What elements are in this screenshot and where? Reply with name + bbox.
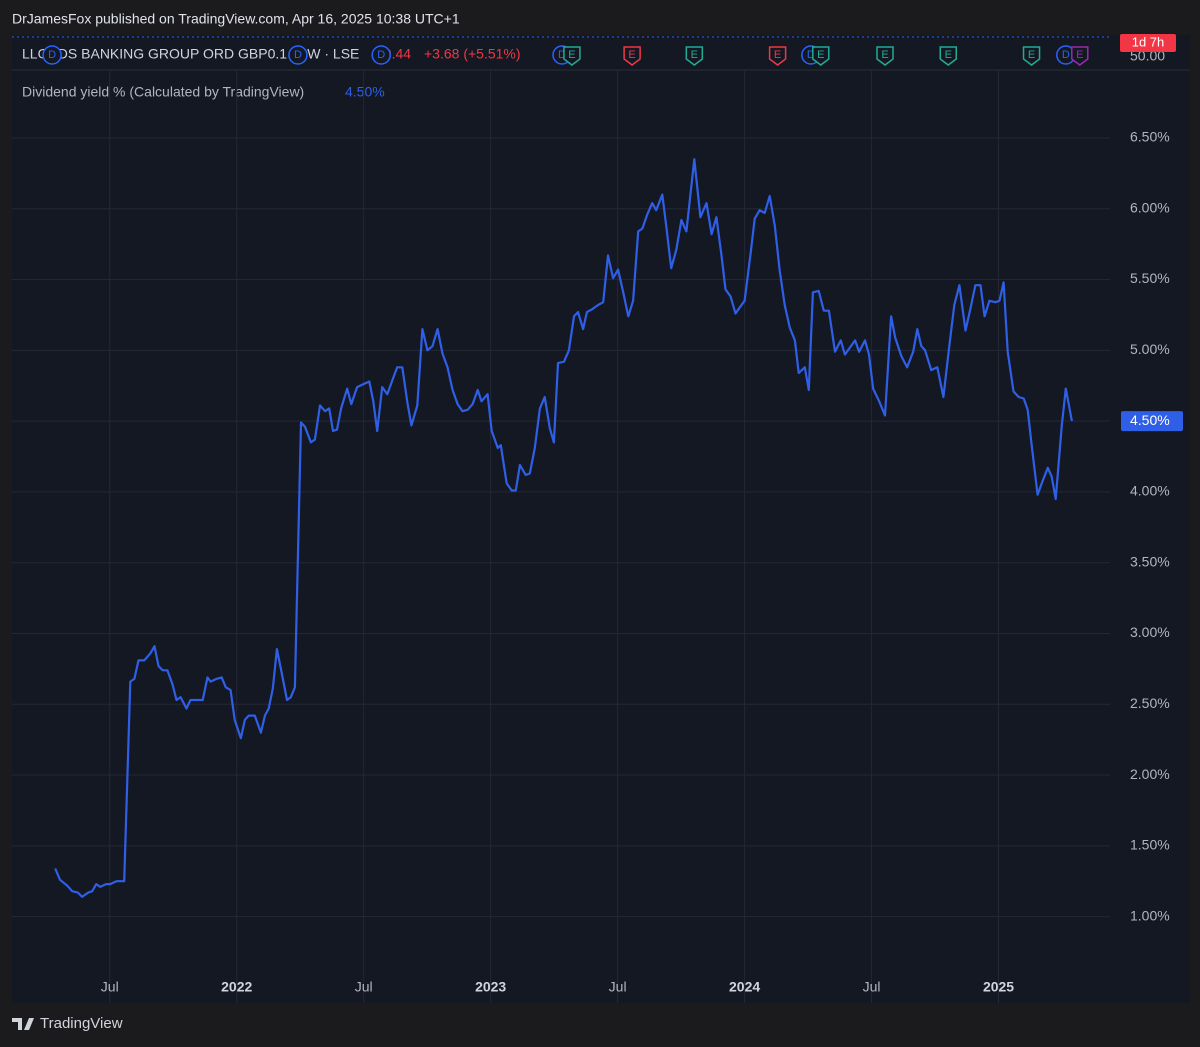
event-label: E (568, 49, 575, 61)
event-label: E (774, 49, 781, 61)
event-icon (939, 46, 957, 66)
x-tick-label: 2023 (475, 979, 506, 995)
y-tick-label: 5.00% (1130, 341, 1170, 357)
indicator-value: 4.50% (345, 84, 385, 100)
x-tick-label: Jul (863, 979, 881, 995)
series-line (54, 158, 1073, 898)
event-icon (1022, 46, 1041, 66)
chart-pane (12, 35, 1190, 1003)
event-marker: E (685, 46, 704, 66)
x-tick-label: Jul (609, 979, 627, 995)
event-label: E (1076, 49, 1083, 61)
event-label: E (817, 49, 824, 61)
grid (12, 70, 1110, 1003)
header: DrJamesFox published on TradingView.com,… (12, 11, 460, 27)
price-change: +3.68 (+5.51%) (424, 46, 521, 62)
y-tick-label: 2.00% (1130, 766, 1170, 782)
y-tick-label: 1.50% (1130, 837, 1170, 853)
y-tick-label: 3.00% (1130, 624, 1170, 640)
last-value-label: 4.50% (1130, 412, 1170, 428)
event-icon (371, 45, 391, 65)
event-icon (288, 45, 308, 65)
event-label: D (807, 49, 815, 61)
event-icon (1071, 46, 1089, 66)
event-icon (563, 46, 581, 66)
x-tick-label: 2024 (729, 979, 760, 995)
x-tick-label: Jul (101, 979, 119, 995)
x-tick-label: 2022 (221, 979, 252, 995)
event-icon (623, 46, 641, 66)
event-icon (42, 45, 62, 65)
event-label: D (294, 49, 302, 61)
event-icon (685, 46, 704, 66)
event-label: D (48, 49, 56, 61)
event-icon (812, 46, 830, 66)
y-tick-label: 5.50% (1130, 270, 1170, 286)
footer: TradingView (40, 1015, 123, 1032)
event-marker: D (371, 45, 391, 65)
y-tick-label: 2.50% (1130, 695, 1170, 711)
event-label: E (691, 49, 698, 61)
y-tick-label: 1.00% (1130, 907, 1170, 923)
event-marker: E (563, 46, 581, 66)
event-marker: D (288, 45, 308, 65)
x-tick-label: 2025 (983, 979, 1014, 995)
event-label: D (377, 49, 385, 61)
event-icon (876, 46, 894, 66)
event-label: E (881, 49, 888, 61)
y-tick-label: 3.50% (1130, 553, 1170, 569)
y-tick-label: 6.00% (1130, 199, 1170, 215)
event-label: D (1062, 49, 1070, 61)
event-icon (768, 46, 787, 66)
event-label: D (558, 49, 566, 61)
event-marker: E (768, 46, 787, 66)
indicator-title: Dividend yield % (Calculated by TradingV… (22, 84, 304, 100)
event-label: E (945, 49, 952, 61)
event-marker: E (812, 46, 830, 66)
last-value-badge (1121, 411, 1183, 432)
y-tick-label: 6.50% (1130, 129, 1170, 145)
event-marker: E (623, 46, 641, 66)
x-tick-label: Jul (355, 979, 373, 995)
event-marker: D (42, 45, 62, 65)
symbol: LLOYDS BANKING GROUP ORD GBP0.1 · 1W · L… (22, 46, 359, 62)
event-label: E (1028, 49, 1035, 61)
countdown: 1d 7h (1132, 34, 1165, 49)
event-label: E (628, 49, 635, 61)
event-marker: E (876, 46, 894, 66)
event-marker: E (939, 46, 957, 66)
countdown-badge (1120, 34, 1176, 52)
y-tick-label: 4.00% (1130, 483, 1170, 499)
event-marker: E (1022, 46, 1041, 66)
logo-icon (12, 1018, 34, 1030)
event-marker: E (1071, 46, 1089, 66)
